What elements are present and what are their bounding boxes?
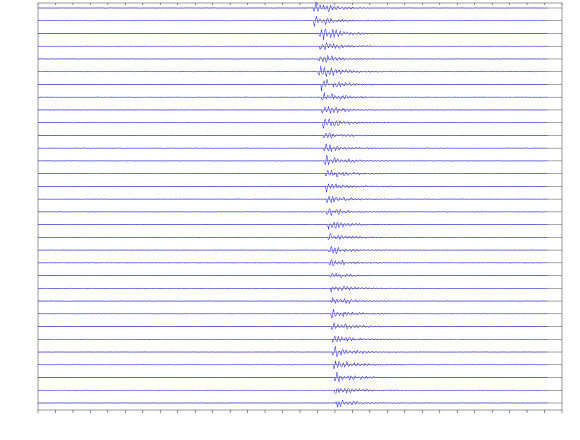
waveform xyxy=(37,195,548,204)
waveform xyxy=(37,360,548,370)
waveform xyxy=(37,371,548,382)
waveform xyxy=(37,272,548,279)
waveform xyxy=(38,221,548,230)
waveform xyxy=(37,106,548,114)
waveform xyxy=(37,346,548,358)
plot-frame xyxy=(37,2,563,411)
waveform xyxy=(38,79,548,92)
waveform xyxy=(37,16,548,27)
waveform xyxy=(37,28,548,41)
waveform xyxy=(37,208,548,216)
waveform xyxy=(37,54,548,64)
waveform xyxy=(37,92,548,101)
waveform xyxy=(37,285,548,293)
waveform xyxy=(37,308,548,319)
waveform xyxy=(37,65,548,77)
waveform xyxy=(37,182,548,193)
waveform xyxy=(37,132,548,140)
waveform xyxy=(37,118,548,130)
waveform xyxy=(37,41,548,51)
waveform xyxy=(37,297,548,305)
waveform xyxy=(37,387,548,394)
waveform xyxy=(37,258,548,267)
waveform xyxy=(37,232,548,241)
waveform xyxy=(37,322,548,331)
waveform xyxy=(37,399,548,408)
waveform xyxy=(37,143,548,152)
waveform xyxy=(37,169,548,178)
waveform xyxy=(37,335,548,343)
waveform xyxy=(37,245,548,255)
waveform xyxy=(37,154,548,166)
waveform xyxy=(37,1,548,13)
